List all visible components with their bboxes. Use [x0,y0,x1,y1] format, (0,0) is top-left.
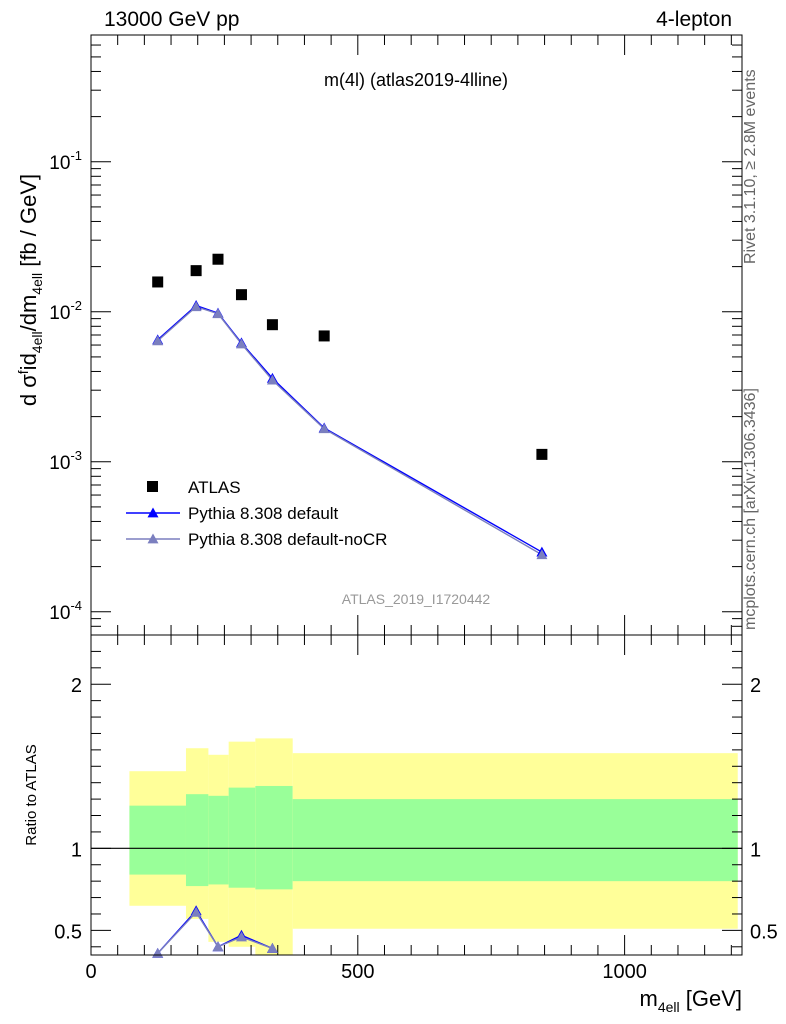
x-axis-label: m4ell [GeV] [640,986,742,1015]
header-process-label: 4-lepton [656,8,732,31]
ratio-tick-label: 2 [750,675,761,697]
y-label-part: id [16,353,41,370]
x-tick-label: 500 [341,961,374,983]
uncertainty-band-inner [255,785,293,890]
ratio-plot-frame [90,634,743,956]
data-point-atlas [235,289,247,301]
ratio-tick-label: 0.5 [54,921,82,943]
data-point-pythia [152,335,164,346]
ratio-axis-label: Ratio to ATLAS [23,744,40,845]
main-series-layer [152,253,548,560]
y-tick-label: 10-4 [49,598,82,624]
uncertainty-band-inner [228,787,256,888]
data-point-atlas [536,448,548,460]
data-point-atlas [152,276,164,288]
legend-marker [147,481,158,492]
legend-label: ATLAS [188,478,241,497]
data-point-atlas [190,265,202,277]
y-tick-label: 10-3 [49,448,82,474]
y-tick-label: 10-2 [49,298,82,324]
data-point-pythia [318,423,330,434]
legend-marker [147,507,159,518]
data-point-pythia [190,301,202,312]
y-label-part: 4ell [29,331,45,353]
legend-label: Pythia 8.308 default [188,504,339,523]
ratio-tick-label: 1 [750,839,761,861]
watermark-label: ATLAS_2019_I1720442 [342,591,491,607]
uncertainty-band-inner [129,805,186,875]
data-point-atlas [266,319,278,331]
ratio-tick-label: 1 [71,839,82,861]
ratio-data-point [235,931,247,942]
ratio-data-point [212,941,224,952]
x-tick-label: 1000 [602,961,647,983]
y-label-part: [fb / GeV] [16,174,41,273]
x-label-part: m [640,986,658,1011]
mcplots-credit-label: mcplots.cern.ch [arXiv:1306.3436] [742,388,759,630]
legend-marker [147,533,159,544]
y-label-part: d σ [16,374,41,406]
legend-label: Pythia 8.308 default-noCR [188,530,387,549]
ratio-axis-ticks: 0.5 0.5 1 1 2 2 0 500 1000 [54,635,778,983]
ratio-tick-label: 2 [71,675,82,697]
data-point-pythia [536,549,548,560]
data-point-atlas [318,330,330,342]
y-label-part: /dm [16,295,41,332]
data-point-pythia [212,308,224,319]
header-energy-label: 13000 GeV pp [104,8,240,31]
uncertainty-band-inner [292,799,738,882]
data-point-pythia [235,338,247,349]
x-tick-label: 0 [85,961,96,983]
ratio-data-point [190,906,202,917]
ratio-tick-label: 0.5 [750,921,778,943]
y-label-part: f [15,370,31,374]
y-tick-label: 10-1 [49,148,82,174]
x-label-part: [GeV] [680,986,742,1011]
legend: ATLAS Pythia 8.308 default Pythia 8.308 de… [126,478,387,549]
ratio-data-point [266,942,278,953]
rivet-version-label: Rivet 3.1.10, ≥ 2.8M events [742,69,759,264]
chart-title: m(4l) (atlas2019-4lline) [324,70,508,90]
ratio-bands [91,738,742,955]
x-label-part: 4ell [658,999,680,1015]
y-axis-label: d σfid4ell/dm4ell [fb / GeV] [15,174,45,406]
y-label-part: 4ell [29,273,45,295]
uncertainty-band-inner [208,795,229,885]
main-axis-ticks: 10-1 10-2 10-3 10-4 [49,35,742,636]
data-point-atlas [212,253,224,265]
uncertainty-band-inner [185,794,209,887]
data-point-pythia [266,374,278,385]
